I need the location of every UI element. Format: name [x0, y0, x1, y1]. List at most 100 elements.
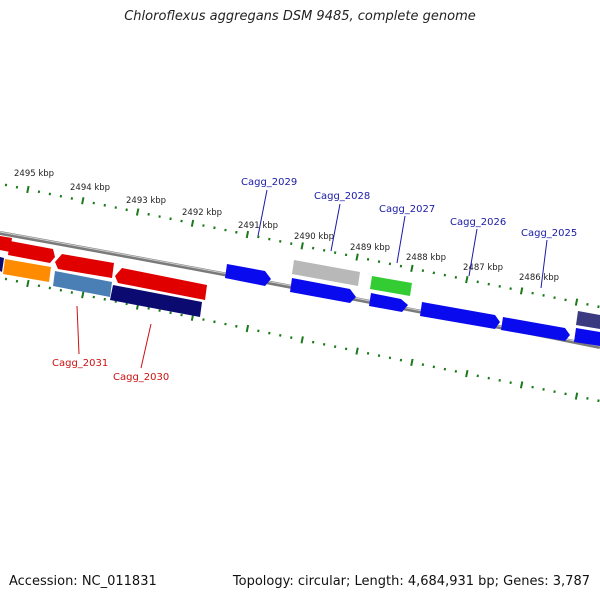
gene-label-cagg-2030[interactable]: Cagg_2030 [113, 372, 169, 383]
minor-tick [202, 224, 205, 227]
minor-tick [311, 340, 315, 344]
minor-tick [147, 212, 150, 216]
genome-summary: Topology: circular; Length: 4,684,931 bp… [232, 574, 590, 589]
minor-tick [169, 217, 172, 221]
minor-tick [432, 365, 436, 369]
gene-label-cagg-2025[interactable]: Cagg_2025 [521, 228, 577, 239]
major-tick [26, 279, 30, 288]
scale-label: 2492 kbp [182, 208, 222, 218]
major-tick [81, 291, 85, 299]
major-tick [81, 197, 85, 205]
major-tick [410, 264, 414, 272]
major-tick [574, 298, 579, 306]
gene-feature[interactable] [55, 254, 114, 278]
minor-tick [388, 262, 392, 266]
gene-labels: Cagg_2029 Cagg_2028 Cagg_2027 Cagg_2026 … [52, 177, 577, 383]
reverse-strand [0, 257, 600, 346]
gene-feature[interactable] [53, 271, 112, 297]
minor-tick [125, 208, 128, 212]
minor-tick [257, 329, 260, 333]
gene-feature[interactable] [369, 293, 408, 312]
gene-feature[interactable] [576, 311, 600, 329]
minor-tick [366, 351, 370, 355]
minor-tick [147, 306, 150, 310]
minor-tick [213, 320, 216, 324]
minor-tick [257, 235, 260, 239]
minor-tick [37, 190, 41, 194]
minor-tick [311, 246, 315, 250]
major-tick [190, 219, 195, 227]
minor-tick [37, 284, 41, 288]
minor-tick [48, 286, 52, 290]
minor-tick [432, 271, 436, 275]
scale-label: 2490 kbp [294, 232, 334, 242]
gene-feature[interactable] [3, 259, 51, 282]
scale-label: 2491 kbp [238, 221, 278, 231]
minor-tick [487, 376, 490, 380]
minor-tick [553, 296, 556, 300]
minor-tick [180, 219, 183, 223]
minor-tick [542, 293, 545, 297]
map-title: Chloroflexus aggregans DSM 9485, complet… [124, 9, 476, 24]
gene-label-cagg-2026[interactable]: Cagg_2026 [450, 217, 506, 228]
minor-tick [377, 260, 381, 264]
gene-label-cagg-2029[interactable]: Cagg_2029 [241, 177, 297, 188]
gene-feature[interactable] [0, 257, 4, 272]
minor-tick [235, 324, 238, 328]
minor-tick [279, 333, 282, 337]
minor-tick [586, 302, 589, 306]
gene-feature[interactable] [290, 278, 356, 303]
gene-feature[interactable] [420, 302, 500, 329]
scale-label: 2489 kbp [350, 243, 390, 253]
minor-tick [443, 273, 447, 277]
outer-tick-ring [4, 183, 600, 309]
gene-feature[interactable] [8, 241, 55, 263]
minor-tick [15, 185, 19, 189]
minor-tick [564, 298, 567, 302]
minor-tick [48, 192, 52, 196]
minor-tick [586, 396, 589, 400]
minor-tick [15, 279, 19, 283]
label-leaders [76, 189, 548, 369]
minor-tick [180, 313, 183, 317]
gene-feature[interactable] [501, 317, 570, 341]
minor-tick [290, 242, 293, 246]
minor-tick [92, 201, 95, 205]
minor-tick [322, 248, 326, 252]
gene-feature[interactable] [0, 236, 12, 252]
scale-label: 2487 kbp [463, 263, 503, 273]
minor-tick [333, 345, 337, 349]
gene-feature[interactable] [370, 276, 412, 296]
major-tick [245, 230, 250, 239]
gene-label-cagg-2027[interactable]: Cagg_2027 [379, 204, 435, 215]
minor-tick [509, 287, 512, 291]
major-tick [519, 287, 524, 295]
major-tick [465, 370, 469, 378]
minor-tick [487, 282, 490, 286]
major-tick [465, 276, 469, 284]
gene-feature[interactable] [110, 285, 202, 317]
gene-feature[interactable] [115, 268, 207, 300]
gene-feature[interactable] [292, 260, 360, 286]
gene-feature[interactable] [225, 264, 271, 286]
minor-tick [322, 342, 326, 346]
minor-tick [92, 295, 95, 299]
minor-tick [59, 194, 63, 198]
gene-feature[interactable] [574, 328, 600, 346]
scale-label: 2493 kbp [126, 196, 166, 206]
major-tick [300, 242, 304, 250]
minor-tick [213, 226, 216, 230]
minor-tick [114, 206, 117, 209]
major-tick [519, 381, 524, 389]
scale-label: 2486 kbp [519, 273, 559, 283]
minor-tick [224, 228, 227, 232]
minor-tick [103, 297, 106, 301]
minor-tick [454, 369, 458, 373]
gene-label-cagg-2031[interactable]: Cagg_2031 [52, 358, 108, 369]
minor-tick [70, 197, 74, 200]
minor-tick [235, 230, 238, 234]
minor-tick [169, 311, 172, 315]
gene-label-cagg-2028[interactable]: Cagg_2028 [314, 191, 370, 202]
major-tick [26, 185, 30, 194]
minor-tick [377, 354, 381, 358]
